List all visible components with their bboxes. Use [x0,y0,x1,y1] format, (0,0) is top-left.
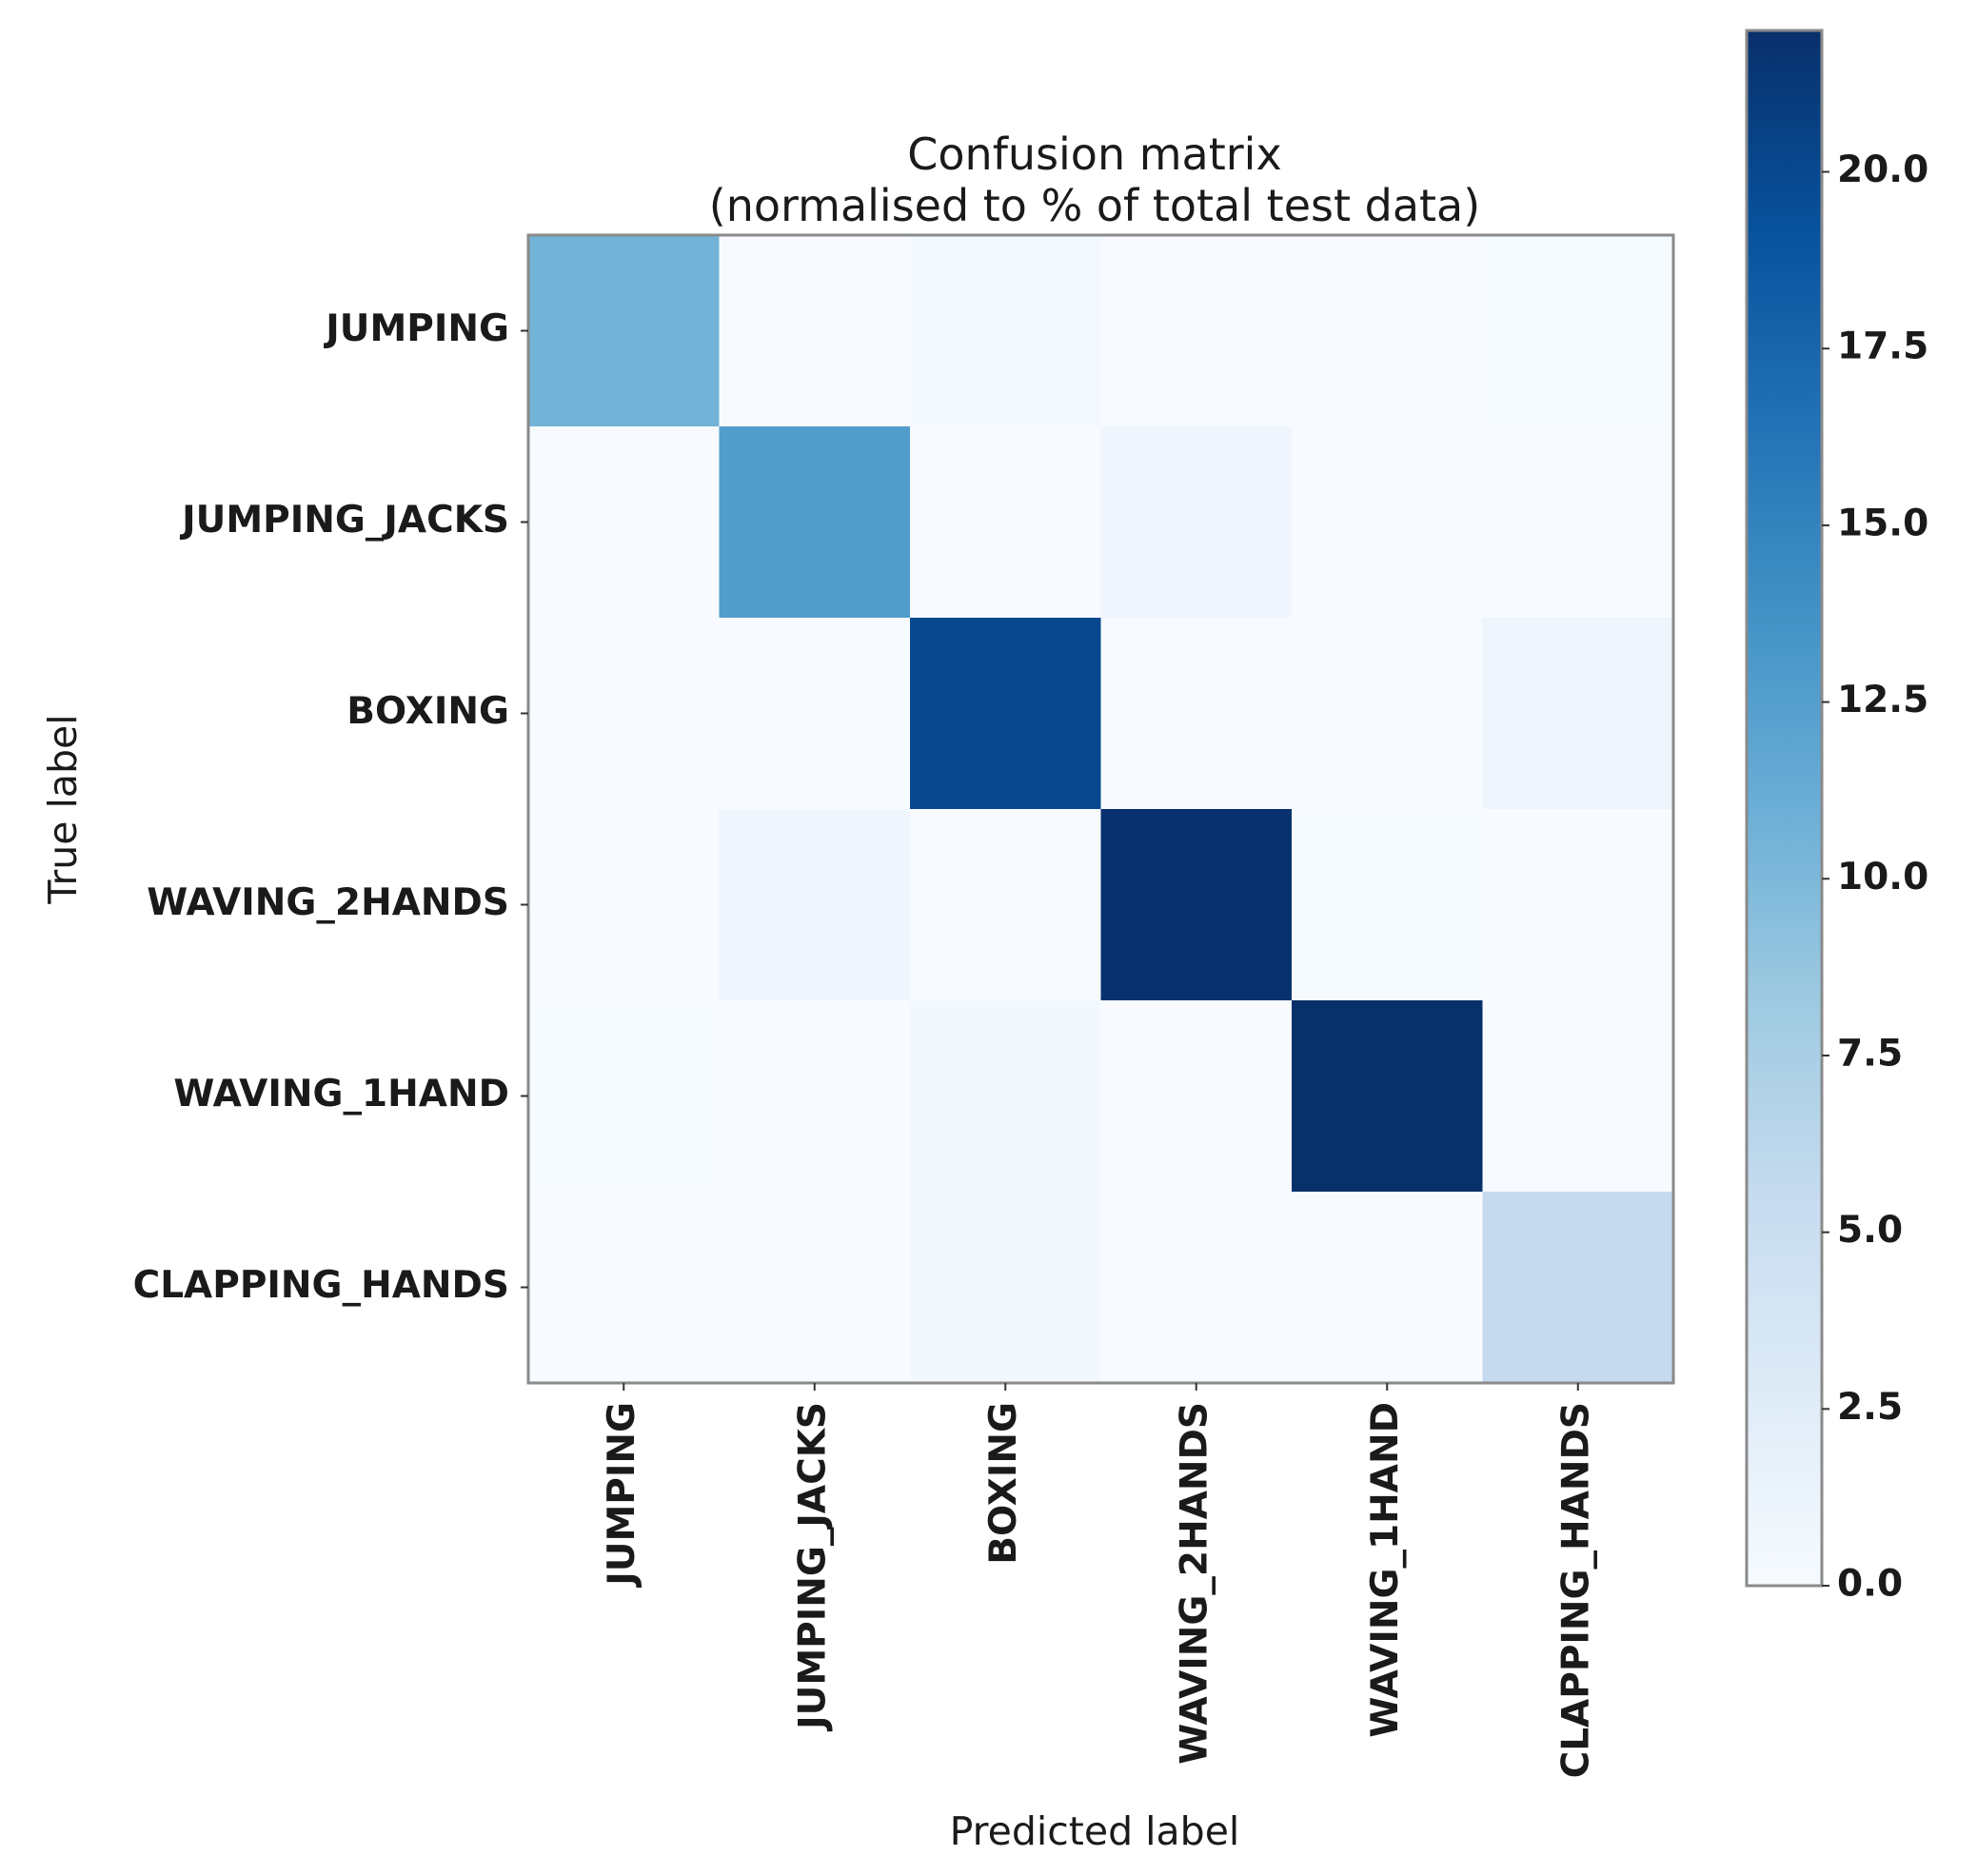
heatmap-cell-r0-c2 [910,235,1102,427]
y-tick-label: BOXING [346,690,509,733]
colorbar [1745,29,1824,1588]
x-tick-label: JUMPING [601,1402,643,1589]
heatmap-cell-r2-c3 [1100,618,1293,810]
y-axis-ticks: JUMPING JUMPING_JACKS BOXING WAVING_2HANDS W… [133,307,528,1307]
colorbar-tick-label: 17.5 [1837,326,1928,368]
heatmap-cell-r1-c4 [1292,426,1484,619]
colorbar-ticks: 0.0 2.5 5.0 7.5 10.0 12.5 15.0 17.5 20.0 [1822,148,1928,1606]
heatmap-cell-r5-c5 [1482,1192,1674,1384]
heatmap-cell-r4-c2 [910,1000,1102,1193]
y-axis-label: True label [40,714,86,904]
x-tick-label: WAVING_2HANDS [1173,1402,1216,1765]
heatmap-cell-r0-c4 [1292,235,1484,427]
heatmap-cell-r2-c0 [528,618,721,810]
x-axis-label: Predicted label [950,1808,1240,1854]
colorbar-tick-label: 2.5 [1837,1386,1903,1429]
heatmap-cell-r2-c5 [1482,618,1674,810]
heatmap-cell-r1-c2 [910,426,1102,619]
chart-title-line-1: Confusion matrix [907,128,1281,180]
colorbar-tick-label: 10.0 [1837,856,1928,899]
heatmap-cell-r1-c3 [1100,426,1293,619]
colorbar-tick-label: 20.0 [1837,148,1928,191]
heatmap-cell-r3-c5 [1482,809,1674,1001]
colorbar-tick-label: 12.5 [1837,679,1928,721]
heatmap-cell-r4-c5 [1482,1000,1674,1193]
heatmap-cell-r5-c4 [1292,1192,1484,1384]
y-tick-label: JUMPING_JACKS [179,499,509,542]
heatmap-cell-r4-c4 [1292,1000,1484,1193]
heatmap-cell-r3-c4 [1292,809,1484,1001]
y-tick-label: JUMPING [323,307,509,350]
heatmap-cell-r0-c3 [1100,235,1293,427]
colorbar-tick-label: 15.0 [1837,502,1928,544]
heatmap-cell-r4-c1 [719,1000,911,1193]
heatmap-cell-r4-c3 [1100,1000,1293,1193]
heatmap-cells [528,235,1674,1384]
x-tick-label: WAVING_1HAND [1364,1402,1407,1738]
heatmap-cell-r5-c0 [528,1192,721,1384]
heatmap-cell-r3-c1 [719,809,911,1001]
heatmap-cell-r4-c0 [528,1000,721,1193]
heatmap-cell-r5-c3 [1100,1192,1293,1384]
heatmap-cell-r0-c5 [1482,235,1674,427]
heatmap-cell-r2-c4 [1292,618,1484,810]
y-tick-label: WAVING_1HAND [173,1073,509,1116]
heatmap-cell-r2-c2 [910,618,1102,810]
colorbar-tick-label: 0.0 [1837,1563,1903,1606]
plot-frame [526,233,1675,1385]
x-tick-label: CLAPPING_HANDS [1554,1402,1597,1778]
x-axis-ticks: JUMPING JUMPING_JACKS BOXING WAVING_2HANDS W… [601,1383,1597,1778]
colorbar-tick-label: 5.0 [1837,1209,1903,1252]
heatmap-cell-r1-c5 [1482,426,1674,619]
chart-title-line-2: (normalised to % of total test data) [709,180,1480,231]
heatmap-cell-r3-c0 [528,809,721,1001]
heatmap-cell-r5-c2 [910,1192,1102,1384]
y-tick-label: WAVING_2HANDS [147,881,509,924]
x-tick-label: JUMPING_JACKS [791,1402,834,1732]
y-tick-label: CLAPPING_HANDS [133,1264,509,1307]
colorbar-tick-label: 7.5 [1837,1032,1903,1075]
heatmap-cell-r1-c1 [719,426,911,619]
heatmap-cell-r3-c2 [910,809,1102,1001]
heatmap-cell-r3-c3 [1100,809,1293,1001]
heatmap-cell-r2-c1 [719,618,911,810]
heatmap-cell-r1-c0 [528,426,721,619]
heatmap-cell-r0-c1 [719,235,911,427]
heatmap-cell-r5-c1 [719,1192,911,1384]
heatmap-cell-r0-c0 [528,235,721,427]
x-tick-label: BOXING [982,1402,1025,1565]
